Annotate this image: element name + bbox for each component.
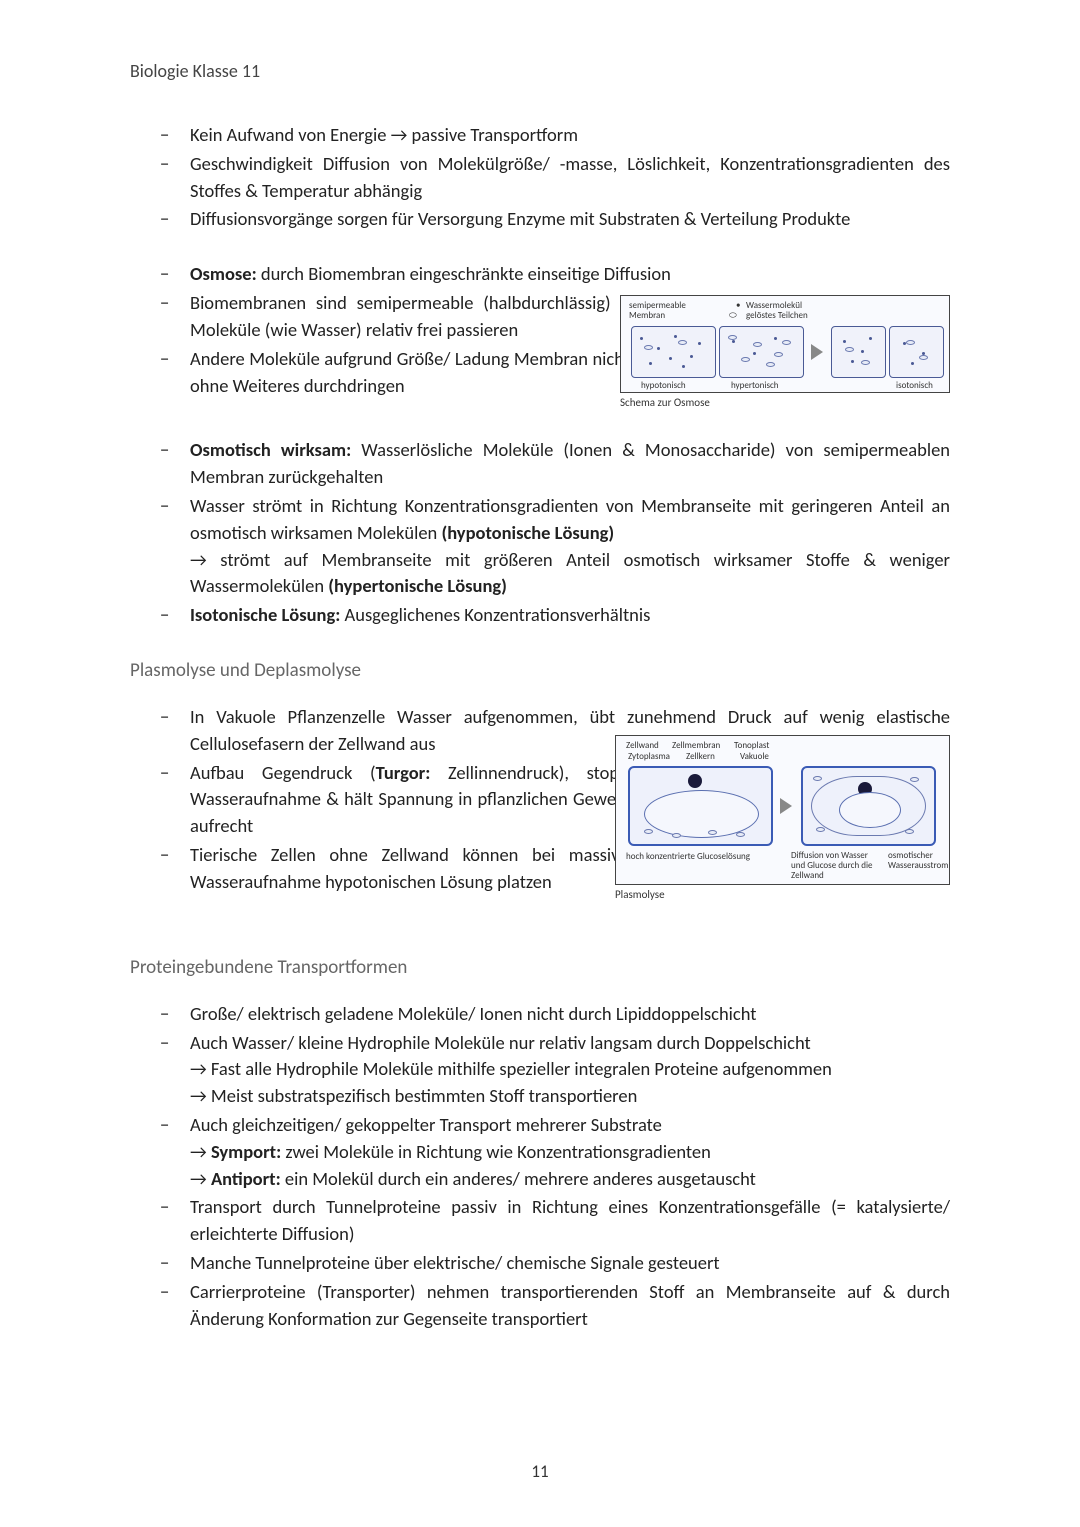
page-number: 11 xyxy=(531,1461,548,1482)
figure-caption: Plasmolyse xyxy=(615,888,950,901)
list-item: Wasser strömt in Richtung Konzentrations… xyxy=(190,493,950,600)
figure-label: Diffusion von Wasser und Glucose durch d… xyxy=(791,851,881,881)
text: Ausgeglichenes Konzentrationsverhältnis xyxy=(340,603,650,626)
figure-label: Zellwand xyxy=(626,740,659,751)
figure-label: gelöstes Teilchen xyxy=(746,310,808,321)
list-item: Osmose: durch Biomembran eingeschränkte … xyxy=(190,261,950,288)
section-heading: Proteingebundene Transportformen xyxy=(130,956,950,979)
figure-label: osmotischer Wasserausstrom xyxy=(888,851,948,871)
term-bold: Osmotisch wirksam: xyxy=(190,438,351,461)
text: Aufbau Gegendruck ( xyxy=(190,761,376,784)
figure-label: Membran xyxy=(629,310,665,321)
list-item: Große/ elektrisch geladene Moleküle/ Ion… xyxy=(190,1001,950,1028)
figure-label: Zellkern xyxy=(686,751,715,762)
bullet-list-1: Kein Aufwand von Energie → passive Trans… xyxy=(130,122,950,233)
text: → Fast alle Hydrophile Moleküle mithilfe… xyxy=(190,1056,950,1083)
text: Auch gleichzeitigen/ gekoppelter Transpo… xyxy=(190,1113,662,1136)
figure-label: ⬭ xyxy=(729,310,737,321)
figure-label: Tonoplast xyxy=(734,740,769,751)
figure-label: isotonisch xyxy=(896,380,933,391)
list-item: Manche Tunnelproteine über elektrische/ … xyxy=(190,1250,950,1277)
list-item: Tierische Zellen ohne Zellwand können be… xyxy=(190,842,635,896)
figure-caption: Schema zur Osmose xyxy=(620,396,950,409)
list-item: Aufbau Gegendruck (Turgor: Zellinnendruc… xyxy=(190,760,635,840)
text: → strömt auf Membranseite mit größeren A… xyxy=(190,547,950,601)
text: → Symport: zwei Moleküle in Richtung wie… xyxy=(190,1139,950,1166)
term-bold: Isotonische Lösung: xyxy=(190,603,340,626)
list-item: Auch Wasser/ kleine Hydrophile Moleküle … xyxy=(190,1030,950,1110)
term-bold: Turgor: xyxy=(376,761,431,784)
list-item: Kein Aufwand von Energie → passive Trans… xyxy=(190,122,950,149)
list-item: Osmotisch wirksam: Wasserlösliche Molekü… xyxy=(190,437,950,491)
bullet-list-2b: Osmotisch wirksam: Wasserlösliche Molekü… xyxy=(130,437,950,629)
text: durch Biomembran eingeschränkte einseiti… xyxy=(257,262,671,285)
section-heading: Plasmolyse und Deplasmolyse xyxy=(130,659,950,682)
term-bold: (hypotonische Lösung) xyxy=(441,521,614,544)
figure-plasmolyse: Zellwand Zellmembran Tonoplast Zytoplasm… xyxy=(615,735,950,910)
list-item: Geschwindigkeit Diffusion von Molekülgrö… xyxy=(190,151,950,205)
list-item: Transport durch Tunnelproteine passiv in… xyxy=(190,1194,950,1248)
figure-label: hoch konzentrierte Glucoselösung xyxy=(626,851,766,862)
page-header: Biologie Klasse 11 xyxy=(130,60,950,82)
list-item: Auch gleichzeitigen/ gekoppelter Transpo… xyxy=(190,1112,950,1192)
text: → Meist substratspezifisch bestimmten St… xyxy=(190,1083,950,1110)
figure-label: hypotonisch xyxy=(641,380,686,391)
list-item: Isotonische Lösung: Ausgeglichenes Konze… xyxy=(190,602,950,629)
text: Auch Wasser/ kleine Hydrophile Moleküle … xyxy=(190,1031,811,1054)
list-item: Andere Moleküle aufgrund Größe/ Ladung M… xyxy=(190,346,630,400)
list-item: Carrierproteine (Transporter) nehmen tra… xyxy=(190,1279,950,1333)
figure-osmose: semipermeable Membran • Wassermolekül ⬭ … xyxy=(620,295,950,415)
text: → Antiport: ein Molekül durch ein andere… xyxy=(190,1166,950,1193)
term-bold: Osmose: xyxy=(190,262,257,285)
bullet-list-4: Große/ elektrisch geladene Moleküle/ Ion… xyxy=(130,1001,950,1333)
figure-label: Zytoplasma xyxy=(628,751,670,762)
list-item: Diffusionsvorgänge sorgen für Versorgung… xyxy=(190,206,950,233)
figure-label: Zellmembran xyxy=(672,740,720,751)
figure-label: Vakuole xyxy=(740,751,769,762)
figure-label: hypertonisch xyxy=(731,380,779,391)
